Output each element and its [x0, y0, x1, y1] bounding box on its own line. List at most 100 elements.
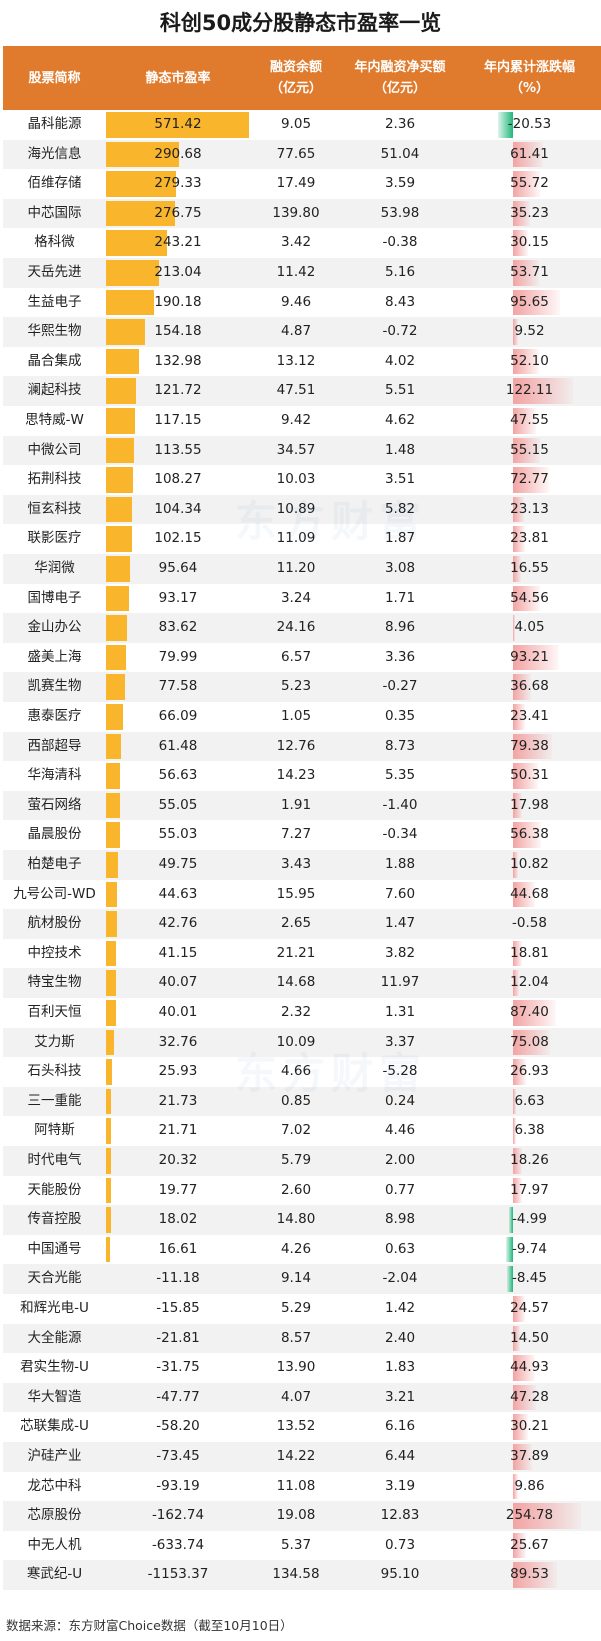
cell-name: 石头科技 [3, 1057, 106, 1087]
cell-name: 国博电子 [3, 584, 106, 614]
table-row: 晶科能源 571.42 9.05 2.36 -20.53 [3, 110, 601, 140]
cell-value: 10.89 [276, 500, 316, 517]
table-row: 天能股份 19.77 2.60 0.77 17.97 [3, 1176, 601, 1206]
cell-pe: 66.09 [106, 702, 250, 732]
cell-value: 16.61 [158, 1240, 198, 1257]
cell-value: 柏楚电子 [27, 856, 82, 872]
cell-value: 4.05 [514, 619, 545, 636]
pe-bar [106, 615, 127, 641]
ytd-bar [513, 1444, 532, 1470]
cell-name: 华熙生物 [3, 317, 106, 347]
cell-value: 5.79 [280, 1152, 312, 1168]
column-header-label: 年内融资净买额 [354, 60, 446, 75]
cell-ytd: -8.45 [458, 1264, 601, 1294]
cell-value: 0.35 [384, 708, 416, 724]
cell-netbuy: 3.37 [342, 1028, 458, 1058]
cell-margin: 24.16 [250, 613, 342, 643]
cell-margin: 21.21 [250, 939, 342, 969]
ytd-bar [513, 1532, 526, 1559]
cell-netbuy: 51.04 [342, 140, 458, 170]
ytd-bar [513, 467, 549, 493]
ytd-bar [513, 1029, 550, 1056]
cell-netbuy: 53.98 [342, 199, 458, 229]
cell-netbuy: 2.40 [342, 1324, 458, 1354]
cell-pe: 32.76 [106, 1028, 250, 1058]
cell-margin: 11.09 [250, 524, 342, 554]
cell-value: 16.55 [510, 560, 549, 576]
cell-name: 晶科能源 [3, 110, 106, 140]
cell-value: 0.73 [384, 1536, 416, 1553]
cell-name: 特宝生物 [3, 968, 106, 998]
cell-value: -1153.37 [147, 1566, 209, 1583]
cell-value: 盛美上海 [27, 648, 82, 665]
cell-value: -9.74 [512, 1240, 547, 1257]
ytd-bar [506, 1266, 513, 1292]
ytd-bar [513, 171, 541, 197]
cell-pe: -21.81 [106, 1324, 250, 1354]
cell-value: 24.57 [510, 1300, 549, 1316]
cell-value: 117.15 [154, 412, 202, 428]
cell-value: 3.24 [280, 589, 312, 606]
cell-value: 93.17 [158, 589, 198, 606]
cell-ytd: 47.28 [458, 1383, 601, 1413]
pe-bar [106, 260, 160, 286]
table-row: 华海清科 56.63 14.23 5.35 50.31 [3, 761, 601, 791]
cell-pe: -31.75 [106, 1353, 250, 1383]
cell-name: 晶合集成 [3, 347, 106, 377]
column-header-pe: 静态市盈率 [106, 46, 250, 110]
cell-value: 13.90 [276, 1359, 316, 1376]
cell-name: 三一重能 [3, 1087, 106, 1117]
cell-name: 澜起科技 [3, 376, 106, 406]
cell-name: 阿特斯 [3, 1116, 106, 1146]
cell-value: 4.62 [384, 412, 416, 428]
cell-netbuy: -0.34 [342, 820, 458, 850]
pe-bar [106, 1059, 113, 1085]
cell-value: 79.38 [510, 737, 549, 754]
cell-value: 3.37 [384, 1033, 416, 1050]
cell-margin: 6.57 [250, 643, 342, 673]
cell-ytd: 18.26 [458, 1146, 601, 1176]
cell-pe: 16.61 [106, 1235, 250, 1265]
table-row: 盛美上海 79.99 6.57 3.36 93.21 [3, 643, 601, 673]
cell-name: 晶晨股份 [3, 820, 106, 850]
table-header: 股票简称 静态市盈率 融资余额 （亿元） 年内融资净买额 （亿元） 年内累计涨跌幅 （%） [3, 46, 601, 110]
cell-value: 44.63 [158, 885, 198, 902]
ytd-bar [513, 496, 525, 523]
cell-value: 和辉光电-U [20, 1300, 89, 1316]
ytd-bar [513, 1384, 537, 1411]
cell-margin: 14.23 [250, 761, 342, 791]
cell-netbuy: 1.47 [342, 909, 458, 939]
cell-value: -58.20 [156, 1418, 200, 1435]
table-row: 中国通号 16.61 4.26 0.63 -9.74 [3, 1235, 601, 1265]
cell-value: 2.00 [384, 1152, 416, 1168]
table-row: 航材股份 42.76 2.65 1.47 -0.58 [3, 909, 601, 939]
cell-value: 君实生物-U [20, 1359, 89, 1376]
table-row: 阿特斯 21.71 7.02 4.46 6.38 [3, 1116, 601, 1146]
cell-value: 0.24 [384, 1092, 416, 1109]
cell-pe: 108.27 [106, 465, 250, 495]
cell-value: 九号公司-WD [13, 885, 96, 902]
data-source-note: 数据来源：东方财富Choice数据（截至10月10日） [6, 1618, 293, 1633]
cell-name: 艾力斯 [3, 1028, 106, 1058]
ytd-bar [513, 1503, 581, 1529]
cell-value: 3.82 [384, 944, 416, 961]
column-header-label: 融资余额 [269, 60, 322, 75]
table-row: 时代电气 20.32 5.79 2.00 18.26 [3, 1146, 601, 1176]
cell-netbuy: 3.08 [342, 554, 458, 584]
cell-value: 8.96 [384, 619, 416, 636]
table-row: 芯原股份 -162.74 19.08 12.83 254.78 [3, 1501, 601, 1531]
table-row: 特宝生物 40.07 14.68 11.97 12.04 [3, 968, 601, 998]
table-row: 九号公司-WD 44.63 15.95 7.60 44.68 [3, 880, 601, 910]
cell-value: 66.09 [158, 708, 198, 724]
cell-name: 思特威-W [3, 406, 106, 436]
cell-value: 254.78 [505, 1507, 554, 1524]
pe-bar [106, 230, 167, 256]
cell-netbuy: 0.73 [342, 1531, 458, 1561]
cell-netbuy: 12.83 [342, 1501, 458, 1531]
cell-margin: 139.80 [250, 199, 342, 229]
cell-value: 52.10 [510, 352, 549, 369]
cell-pe: 102.15 [106, 524, 250, 554]
cell-value: 47.55 [510, 412, 549, 428]
table-row: 三一重能 21.73 0.85 0.24 6.63 [3, 1086, 601, 1117]
cell-pe: 243.21 [106, 228, 250, 258]
